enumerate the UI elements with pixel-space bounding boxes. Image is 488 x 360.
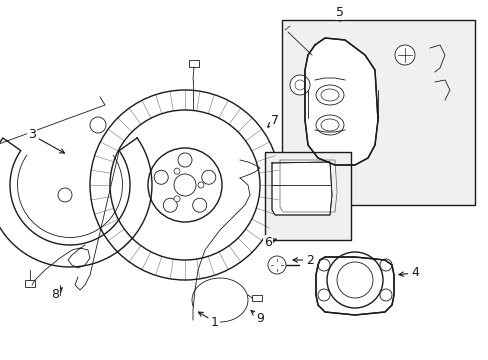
Circle shape xyxy=(379,289,391,301)
Text: 4: 4 xyxy=(398,266,418,279)
Circle shape xyxy=(289,75,309,95)
Polygon shape xyxy=(271,162,331,215)
Circle shape xyxy=(202,170,215,184)
Circle shape xyxy=(192,198,206,212)
Bar xyxy=(189,60,199,67)
Circle shape xyxy=(394,45,414,65)
Circle shape xyxy=(90,117,106,133)
Bar xyxy=(251,295,262,301)
Text: 5: 5 xyxy=(335,6,343,21)
Circle shape xyxy=(198,182,203,188)
Circle shape xyxy=(326,252,382,308)
Circle shape xyxy=(174,174,196,196)
Circle shape xyxy=(58,188,72,202)
Bar xyxy=(282,20,474,205)
Circle shape xyxy=(174,168,180,174)
Circle shape xyxy=(317,259,329,271)
Bar xyxy=(25,280,35,287)
Text: 8: 8 xyxy=(51,288,62,302)
Circle shape xyxy=(336,262,372,298)
Text: 1: 1 xyxy=(198,312,219,328)
Text: 2: 2 xyxy=(292,253,313,266)
Text: 6: 6 xyxy=(264,235,276,248)
Circle shape xyxy=(163,198,177,212)
Ellipse shape xyxy=(315,115,343,135)
Bar xyxy=(264,152,350,240)
Ellipse shape xyxy=(315,85,343,105)
Circle shape xyxy=(379,259,391,271)
Circle shape xyxy=(110,110,260,260)
Text: 3: 3 xyxy=(28,129,64,153)
Circle shape xyxy=(174,196,180,202)
Text: 7: 7 xyxy=(267,113,279,127)
Polygon shape xyxy=(305,38,377,165)
Circle shape xyxy=(178,153,192,167)
Polygon shape xyxy=(315,257,393,315)
Text: 9: 9 xyxy=(250,311,264,324)
Circle shape xyxy=(317,289,329,301)
Circle shape xyxy=(154,170,168,184)
Circle shape xyxy=(267,256,285,274)
